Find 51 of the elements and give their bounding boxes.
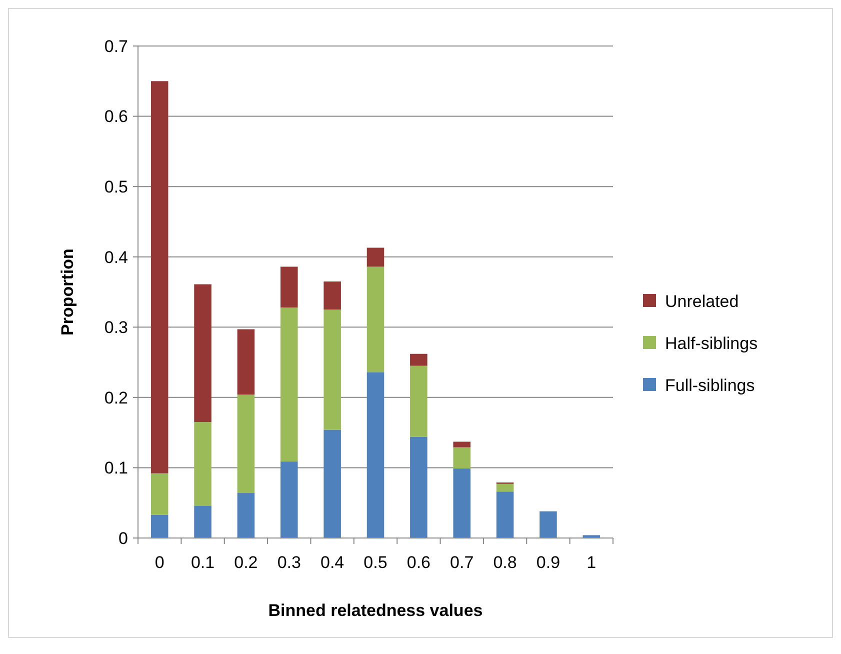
x-tick-label: 1 <box>586 553 596 572</box>
bar <box>194 506 212 538</box>
bar <box>496 484 514 492</box>
y-tick-label: 0.2 <box>104 388 128 408</box>
x-tick-label: 0.5 <box>364 553 388 572</box>
x-tick-label: 0.9 <box>536 553 560 572</box>
bar <box>280 266 298 308</box>
bar <box>280 307 298 462</box>
bar <box>237 394 255 494</box>
bar <box>410 436 428 538</box>
legend-label: Full-siblings <box>665 376 755 395</box>
legend-label: Half-siblings <box>665 334 758 353</box>
y-tick-label: 0.6 <box>104 107 128 126</box>
x-tick-label: 0.1 <box>190 553 215 572</box>
y-tick-label: 0.7 <box>104 36 128 56</box>
bar <box>366 248 384 267</box>
x-tick-label: 0.6 <box>406 553 430 572</box>
x-tick-label: 0.2 <box>234 553 258 572</box>
bar <box>453 468 470 538</box>
bar <box>237 493 255 538</box>
bar <box>366 266 384 372</box>
y-tick-label: 0.3 <box>104 318 128 338</box>
bar <box>150 473 168 515</box>
x-axis-title: Binned relatedness values <box>268 601 483 620</box>
x-tick-label: 0.8 <box>493 553 517 572</box>
y-axis-title: Proportion <box>58 248 77 336</box>
bar <box>540 511 557 538</box>
x-tick-label: 0.3 <box>277 553 301 572</box>
x-tick-label: 0.7 <box>450 553 474 572</box>
bar <box>150 514 168 538</box>
y-tick-label: 0 <box>118 528 128 548</box>
bar <box>324 310 341 430</box>
bar <box>237 329 255 395</box>
bar <box>194 422 212 506</box>
y-tick-label: 0.5 <box>104 178 128 197</box>
x-tick-label: 0 <box>154 553 164 572</box>
bar <box>410 366 428 437</box>
y-tick-label: 0.1 <box>104 458 128 478</box>
y-tick-label: 0.4 <box>104 248 128 267</box>
bar <box>324 430 341 538</box>
bar <box>324 281 341 310</box>
legend-label: Unrelated <box>665 292 739 311</box>
bar <box>366 372 384 538</box>
bar <box>150 81 168 474</box>
bar <box>453 447 470 468</box>
bar <box>496 492 514 538</box>
x-tick-label: 0.4 <box>320 553 344 572</box>
bar <box>280 461 298 538</box>
bar <box>453 442 470 448</box>
bar <box>194 284 212 422</box>
bar <box>410 354 428 366</box>
